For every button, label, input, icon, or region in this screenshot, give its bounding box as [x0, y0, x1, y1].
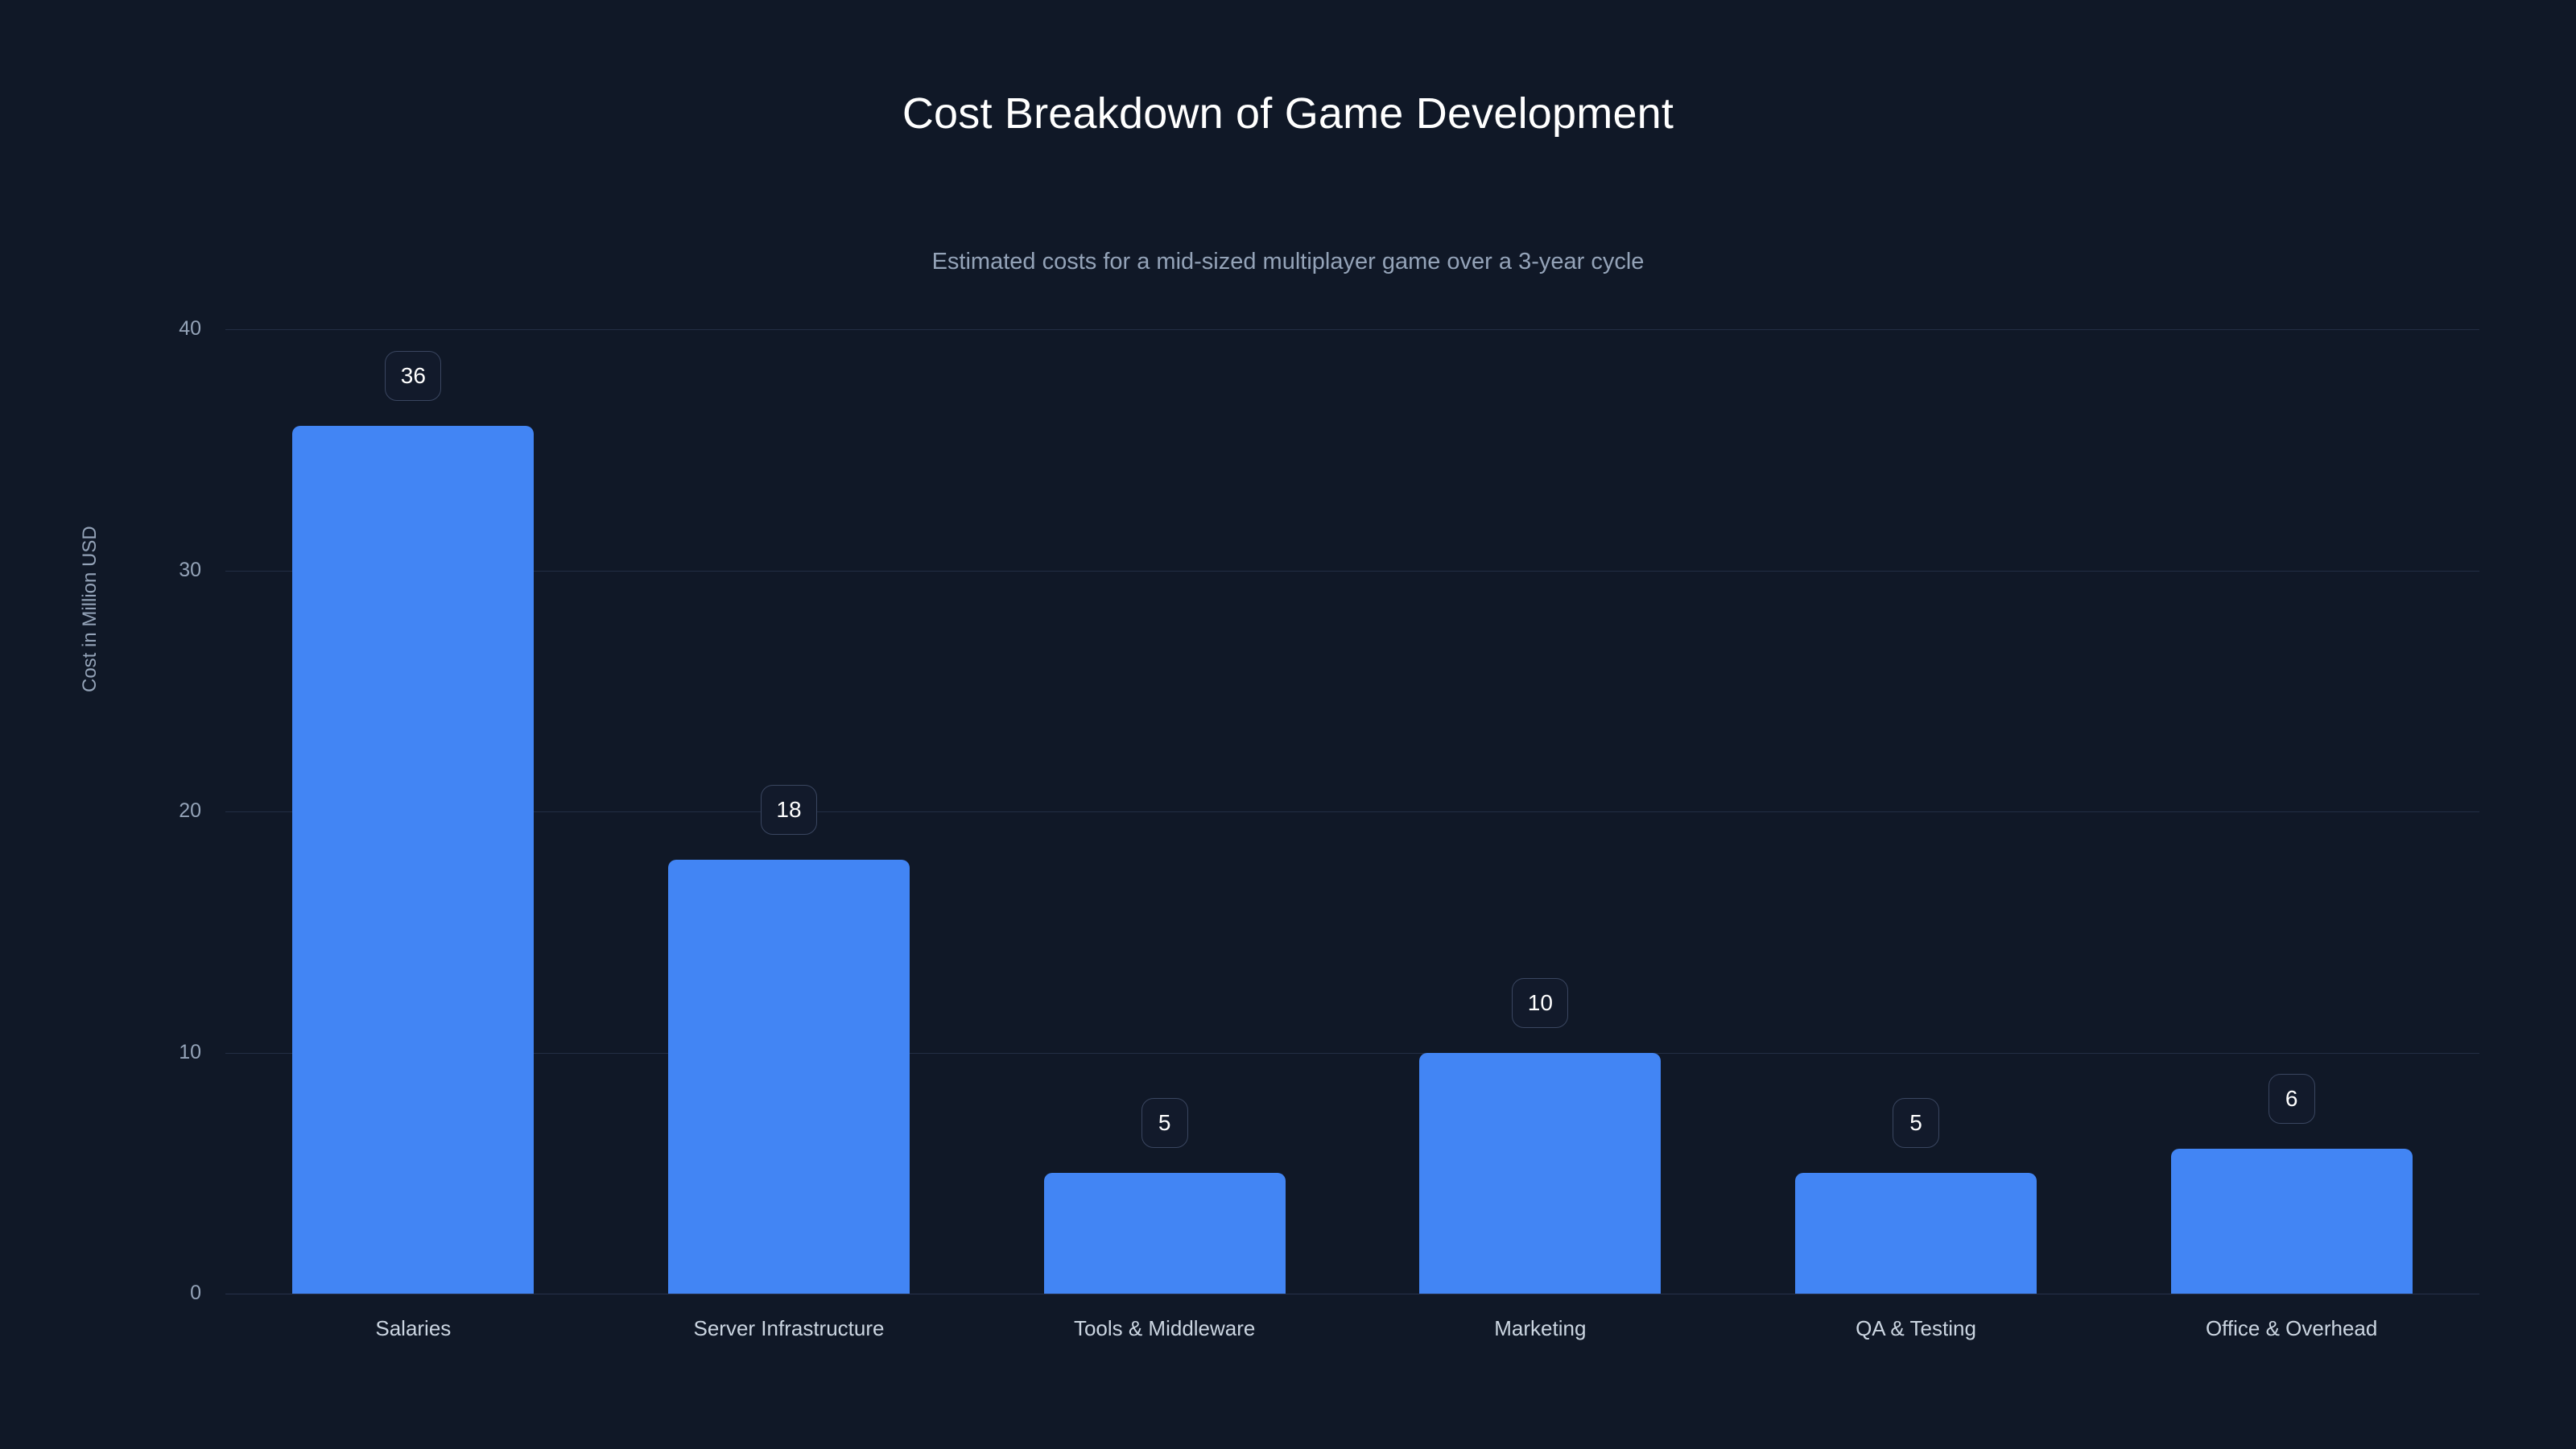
- bar[interactable]: [1795, 1173, 2037, 1294]
- bar-value-badge: 5: [1893, 1098, 1939, 1149]
- bar-value-badge: 36: [385, 350, 442, 401]
- y-tick-label-20: 20: [179, 799, 201, 822]
- x-category-label: Tools & Middleware: [1073, 1316, 1256, 1340]
- y-tick-label-0: 0: [190, 1282, 201, 1304]
- x-category-label: Marketing: [1494, 1316, 1587, 1340]
- gridline-30: [225, 570, 2479, 572]
- bar-value-badge: 18: [761, 784, 817, 835]
- x-category-label: Server Infrastructure: [693, 1316, 885, 1340]
- chart-subtitle: Estimated costs for a mid-sized multipla…: [931, 249, 1645, 275]
- x-category-label: QA & Testing: [1856, 1316, 1976, 1340]
- bar[interactable]: [1043, 1173, 1286, 1294]
- x-category-label: Salaries: [375, 1316, 452, 1340]
- bar[interactable]: [292, 425, 535, 1294]
- plot-area: 36 18 5 10 5 6: [225, 329, 2479, 1294]
- x-category-label: Office & Overhead: [2205, 1316, 2378, 1340]
- y-tick-label-10: 10: [179, 1040, 201, 1063]
- gridline-20: [225, 811, 2479, 812]
- gridline-10: [225, 1052, 2479, 1054]
- y-tick-label-30: 30: [179, 558, 201, 581]
- y-tick-label-40: 40: [179, 317, 201, 340]
- bar-value-badge: 10: [1512, 977, 1569, 1028]
- bar-value-badge: 5: [1141, 1098, 1188, 1149]
- chart-title: Cost Breakdown of Game Development: [902, 89, 1674, 138]
- bar-value-badge: 6: [2268, 1074, 2315, 1125]
- bar[interactable]: [1419, 1052, 1662, 1294]
- gridline-40: [225, 329, 2479, 330]
- bar[interactable]: [2170, 1149, 2413, 1294]
- bar[interactable]: [668, 859, 910, 1294]
